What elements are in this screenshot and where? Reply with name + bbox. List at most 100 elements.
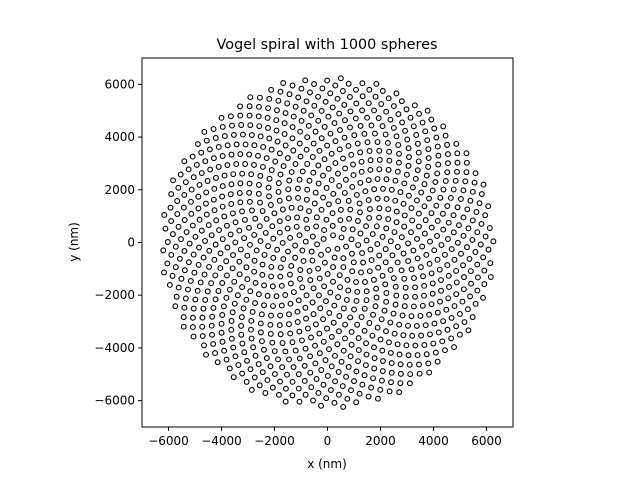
- scatter-point: [303, 196, 310, 203]
- scatter-point: [318, 206, 325, 213]
- scatter-point: [287, 300, 294, 307]
- scatter-point: [418, 189, 425, 196]
- scatter-point: [445, 295, 452, 302]
- scatter-point: [421, 341, 428, 348]
- scatter-point: [437, 298, 443, 305]
- scatter-point: [402, 127, 409, 134]
- scatter-point: [266, 175, 273, 182]
- x-tick-label: 4000: [418, 434, 449, 448]
- scatter-point: [440, 226, 447, 233]
- scatter-point: [168, 191, 175, 198]
- scatter-point: [198, 170, 205, 176]
- scatter-point: [393, 90, 400, 97]
- scatter-point: [253, 247, 260, 254]
- scatter-point: [237, 246, 244, 253]
- scatter-point: [451, 256, 458, 263]
- scatter-point: [435, 329, 442, 336]
- scatter-point: [208, 280, 215, 287]
- scatter-point: [388, 369, 395, 376]
- scatter-point: [383, 176, 390, 183]
- scatter-point: [185, 166, 192, 173]
- scatter-point: [292, 103, 299, 110]
- scatter-point: [417, 312, 424, 319]
- scatter-point: [328, 363, 335, 370]
- scatter-point: [463, 159, 470, 166]
- scatter-point: [375, 264, 382, 271]
- scatter-point: [378, 316, 385, 323]
- scatter-point: [176, 255, 183, 262]
- scatter-point: [374, 324, 381, 331]
- scatter-point: [228, 181, 235, 188]
- scatter-point: [355, 358, 361, 365]
- scatter-point: [359, 107, 366, 114]
- scatter-point: [175, 284, 182, 291]
- scatter-point: [238, 314, 245, 321]
- scatter-point: [313, 376, 320, 382]
- scatter-point: [368, 257, 375, 264]
- scatter-point: [447, 195, 454, 201]
- scatter-point: [318, 251, 325, 258]
- scatter-point: [386, 148, 393, 155]
- scatter-point: [316, 350, 323, 357]
- scatter-point: [358, 269, 365, 276]
- scatter-point: [329, 222, 336, 229]
- scatter-point: [464, 244, 470, 251]
- scatter-point: [310, 311, 317, 318]
- scatter-point: [371, 355, 378, 362]
- scatter-point: [273, 293, 280, 300]
- scatter-point: [296, 232, 303, 239]
- scatter-point: [379, 368, 386, 374]
- scatter-point: [403, 342, 410, 349]
- y-axis-ticks: −6000 −4000 −2000 0 2000 4000 6000: [94, 77, 142, 408]
- scatter-point: [168, 218, 175, 225]
- scatter-point: [295, 371, 302, 378]
- scatter-point: [298, 117, 305, 124]
- y-tick-label: 2000: [104, 183, 135, 197]
- scatter-point: [361, 130, 368, 137]
- scatter-point: [390, 124, 397, 131]
- scatter-point: [219, 280, 226, 286]
- scatter-point: [278, 282, 285, 289]
- scatter-point: [209, 331, 216, 338]
- scatter-point: [411, 102, 418, 109]
- scatter-point: [336, 328, 342, 335]
- scatter-point: [303, 216, 310, 223]
- scatter-point: [352, 115, 359, 122]
- scatter-point: [285, 186, 292, 193]
- scatter-point: [427, 238, 433, 245]
- scatter-point: [481, 281, 488, 288]
- scatter-point: [346, 215, 353, 222]
- scatter-point: [274, 246, 281, 253]
- scatter-point: [299, 337, 305, 344]
- scatter-point: [353, 298, 360, 304]
- scatter-point: [353, 86, 359, 93]
- scatter-point: [390, 103, 397, 110]
- scatter-point: [413, 132, 420, 138]
- scatter-point: [246, 151, 253, 158]
- scatter-point: [422, 128, 429, 135]
- scatter-point: [275, 97, 282, 104]
- scatter-point: [231, 278, 238, 285]
- scatter-point: [205, 222, 212, 229]
- scatter-point: [397, 370, 404, 377]
- scatter-point: [300, 107, 307, 114]
- scatter-point: [374, 241, 381, 248]
- scatter-point: [405, 258, 412, 265]
- scatter-point: [180, 314, 187, 321]
- scatter-point: [394, 168, 401, 175]
- scatter-point: [230, 131, 237, 138]
- scatter-point: [410, 275, 417, 282]
- scatter-point: [285, 215, 292, 222]
- scatter-point: [420, 273, 427, 280]
- scatter-point: [284, 371, 290, 378]
- scatter-point: [294, 214, 300, 221]
- scatter-point: [269, 339, 276, 346]
- scatter-point: [391, 330, 398, 337]
- scatter-point: [398, 98, 405, 105]
- scatter-point: [480, 294, 486, 301]
- scatter-point: [309, 299, 316, 306]
- scatter-point: [347, 108, 354, 115]
- scatter-point: [260, 144, 267, 150]
- scatter-point: [366, 215, 373, 221]
